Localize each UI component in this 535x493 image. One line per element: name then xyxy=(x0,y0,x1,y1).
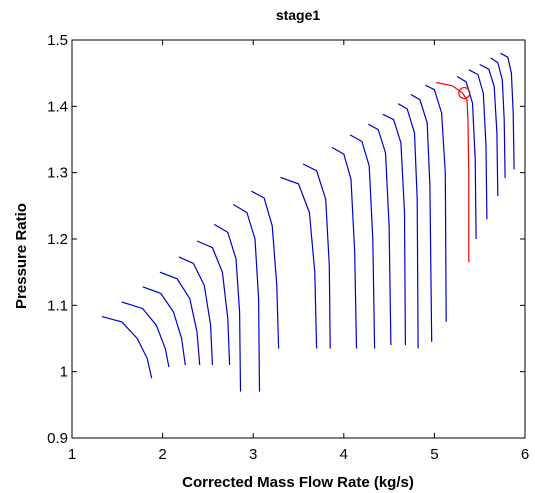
speed-line xyxy=(280,176,318,349)
axes-box xyxy=(71,39,526,439)
speed-line xyxy=(232,203,261,392)
speed-line xyxy=(331,146,358,349)
speed-line xyxy=(302,163,331,349)
x-tick-label: 2 xyxy=(158,446,166,463)
speed-line xyxy=(101,316,153,379)
speed-line xyxy=(159,271,201,366)
speed-line xyxy=(479,63,499,196)
speed-line xyxy=(410,93,433,342)
plot-area: 1 2 3 4 5 60.911.11.21.31.41.5 xyxy=(47,32,529,463)
y-axis-label: Pressure Ratio xyxy=(13,203,30,309)
speed-line xyxy=(468,69,488,220)
x-tick-label: 1 xyxy=(68,446,76,463)
y-tick-label: 1.5 xyxy=(47,32,68,49)
operating-speed-line xyxy=(436,81,470,263)
x-axis-label: Corrected Mass Flow Rate (kg/s) xyxy=(182,474,414,491)
operating-point-marker xyxy=(458,86,471,100)
speed-line xyxy=(382,113,406,346)
chart-title: stage1 xyxy=(276,7,321,23)
speed-line xyxy=(500,52,515,170)
speed-line xyxy=(425,84,447,322)
speed-line xyxy=(178,256,213,366)
speed-line xyxy=(251,190,280,349)
y-tick-label: 1.1 xyxy=(47,297,68,314)
y-tick-label: 1.4 xyxy=(47,98,68,115)
x-tick-label: 4 xyxy=(340,446,348,463)
speed-line xyxy=(213,223,242,392)
x-tick-label: 3 xyxy=(249,446,257,463)
speed-line xyxy=(397,103,419,349)
x-tick-label: 5 xyxy=(430,446,438,463)
y-tick-label: 1 xyxy=(60,364,68,381)
speed-line xyxy=(196,240,231,366)
y-tick-label: 1.2 xyxy=(47,231,68,248)
speed-line xyxy=(490,57,506,179)
y-tick-label: 0.9 xyxy=(47,430,68,447)
speed-line xyxy=(368,123,392,346)
speed-line xyxy=(121,301,170,368)
speed-line xyxy=(456,75,477,240)
y-tick-label: 1.3 xyxy=(47,165,68,182)
speed-line xyxy=(349,134,376,349)
speed-line xyxy=(142,286,186,366)
x-tick-label: 6 xyxy=(521,446,529,463)
